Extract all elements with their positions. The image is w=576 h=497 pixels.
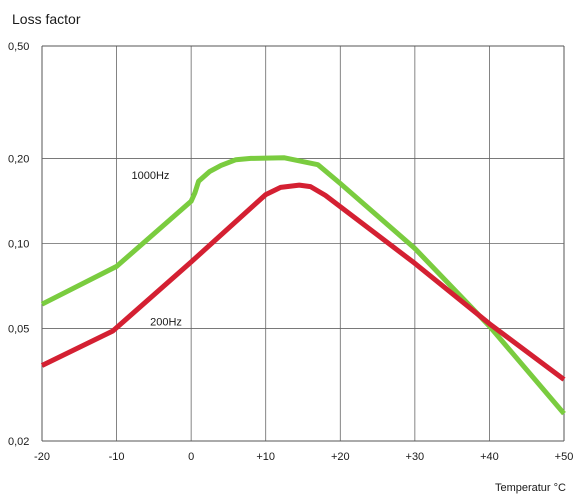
y-tick-label: 0,50 [8, 41, 29, 53]
series-labels: 1000Hz 200Hz [131, 170, 181, 329]
x-tick-label: -20 [34, 451, 50, 463]
x-tick-label: +40 [480, 451, 499, 463]
y-tick-label: 0,02 [8, 436, 29, 448]
y-tick-label: 0,05 [8, 324, 29, 336]
x-tick-label: +10 [256, 451, 275, 463]
grid [41, 45, 565, 442]
x-tick-label: +20 [331, 451, 350, 463]
x-tick-labels: -20 -10 0 +10 +20 +30 +40 +50 [34, 451, 573, 463]
y-tick-labels: 0,02 0,05 0,10 0,20 0,50 [8, 41, 29, 448]
x-tick-label: 0 [188, 451, 194, 463]
series-label-200hz: 200Hz [150, 316, 182, 328]
x-tick-label: +50 [555, 451, 574, 463]
x-tick-label: +30 [406, 451, 425, 463]
x-axis-title: Temperatur °C [495, 482, 566, 494]
chart-title: Loss factor [12, 11, 81, 27]
y-tick-label: 0,20 [8, 153, 29, 165]
series-label-1000hz: 1000Hz [131, 170, 169, 182]
series-line-1000hz [40, 155, 566, 416]
series-line-200hz [40, 182, 566, 382]
x-tick-label: -10 [109, 451, 125, 463]
y-tick-label: 0,10 [8, 239, 29, 251]
series-lines [40, 155, 566, 416]
